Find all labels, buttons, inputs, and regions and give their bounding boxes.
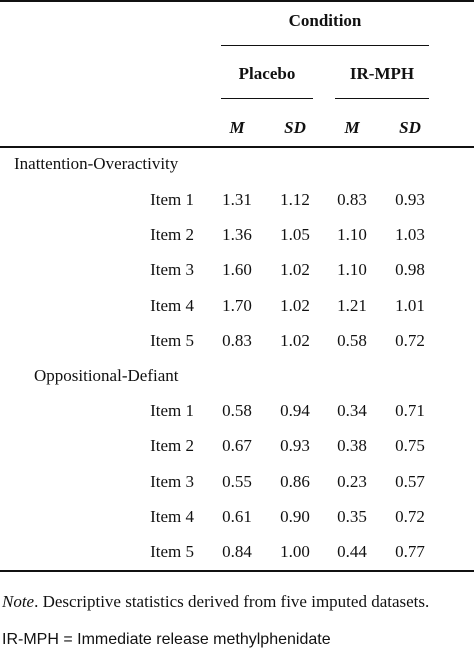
table-bottom-rule xyxy=(0,570,474,572)
row-label: Item 3 xyxy=(150,260,194,279)
row-label: Item 4 xyxy=(150,507,194,526)
table-cell: 0.94 xyxy=(280,401,310,420)
table-cell: 0.38 xyxy=(337,436,367,455)
note-prefix: Note xyxy=(2,592,35,611)
row-label: Item 1 xyxy=(150,190,194,209)
row-label: Item 3 xyxy=(150,472,194,491)
stat-header-irmph-sd: SD xyxy=(399,118,421,137)
group-header-placebo: Placebo xyxy=(238,64,296,83)
placebo-underline xyxy=(221,98,313,99)
table-cell: 1.05 xyxy=(280,225,310,244)
row-label: Item 1 xyxy=(150,401,194,420)
table-cell: 0.84 xyxy=(222,542,252,561)
table-cell: 0.57 xyxy=(395,472,425,491)
stat-header-placebo-m: M xyxy=(229,118,245,137)
table-cell: 1.21 xyxy=(337,296,367,315)
section-title-oppositional: Oppositional-Defiant xyxy=(34,366,179,385)
table-cell: 0.77 xyxy=(395,542,425,561)
table-cell: 1.31 xyxy=(222,190,252,209)
table-cell: 1.00 xyxy=(280,542,310,561)
table-cell: 1.70 xyxy=(222,296,252,315)
row-label: Item 2 xyxy=(150,225,194,244)
table-cell: 0.35 xyxy=(337,507,367,526)
table-cell: 1.36 xyxy=(222,225,252,244)
row-label: Item 5 xyxy=(150,542,194,561)
condition-header: Condition xyxy=(288,11,362,30)
table-cell: 0.93 xyxy=(280,436,310,455)
table-top-rule xyxy=(0,0,474,2)
group-header-irmph: IR-MPH xyxy=(349,64,415,83)
table-cell: 0.71 xyxy=(395,401,425,420)
table-cell: 0.90 xyxy=(280,507,310,526)
table-cell: 0.58 xyxy=(337,331,367,350)
table-cell: 0.93 xyxy=(395,190,425,209)
table-cell: 0.83 xyxy=(222,331,252,350)
table-cell: 1.10 xyxy=(337,225,367,244)
irmph-underline xyxy=(335,98,429,99)
section-title-inattention: Inattention-Overactivity xyxy=(14,154,179,173)
stat-header-placebo-sd: SD xyxy=(284,118,306,137)
table-cell: 1.03 xyxy=(395,225,425,244)
table-cell: 0.86 xyxy=(280,472,310,491)
table-cell: 0.72 xyxy=(395,507,425,526)
table-cell: 0.34 xyxy=(337,401,367,420)
row-label: Item 4 xyxy=(150,296,194,315)
table-cell: 0.83 xyxy=(337,190,367,209)
stat-header-irmph-m: M xyxy=(344,118,360,137)
table-cell: 0.75 xyxy=(395,436,425,455)
table-cell: 0.23 xyxy=(337,472,367,491)
abbreviation-note: IR-MPH = Immediate release methylphenida… xyxy=(2,631,331,648)
table-cell: 1.02 xyxy=(280,331,310,350)
table-cell: 0.44 xyxy=(337,542,367,561)
row-label: Item 2 xyxy=(150,436,194,455)
header-bottom-rule xyxy=(0,146,474,148)
table-cell: 0.58 xyxy=(222,401,252,420)
table-cell: 0.98 xyxy=(395,260,425,279)
note-text: . Descriptive statistics derived from fi… xyxy=(34,592,430,611)
table-cell: 1.12 xyxy=(280,190,310,209)
table-cell: 0.55 xyxy=(222,472,252,491)
table-note: Note. Descriptive statistics derived fro… xyxy=(2,592,429,612)
row-label: Item 5 xyxy=(150,331,194,350)
table-cell: 0.61 xyxy=(222,507,252,526)
table-cell: 1.10 xyxy=(337,260,367,279)
table-cell: 1.02 xyxy=(280,296,310,315)
condition-underline xyxy=(221,45,429,46)
table-cell: 1.02 xyxy=(280,260,310,279)
table-cell: 0.67 xyxy=(222,436,252,455)
table-cell: 1.60 xyxy=(222,260,252,279)
table-cell: 1.01 xyxy=(395,296,425,315)
table-cell: 0.72 xyxy=(395,331,425,350)
